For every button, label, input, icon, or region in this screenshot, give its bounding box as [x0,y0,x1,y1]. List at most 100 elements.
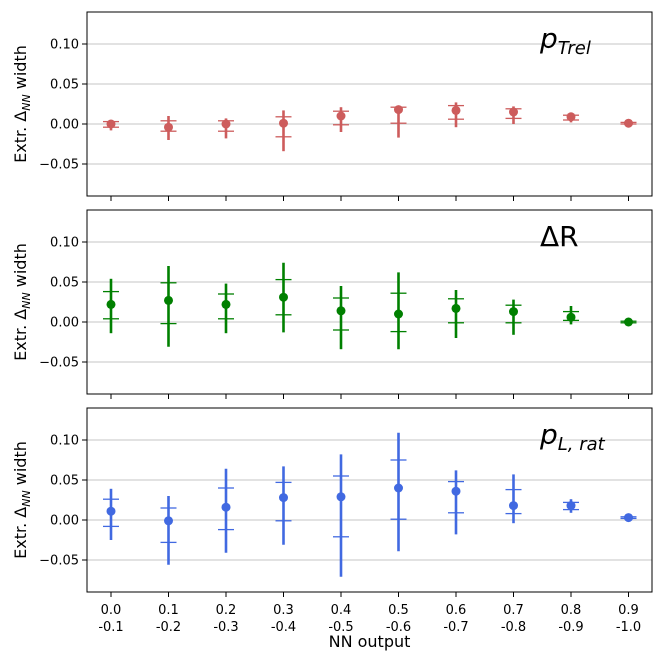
panel-frame [86,407,653,593]
data-point [509,107,518,117]
data-point [509,501,518,511]
x-tick-label-top: 0.9 [618,603,639,618]
data-point [336,492,346,502]
data-point-group [333,107,349,132]
annotation-sub: L, rat [558,434,606,455]
y-axis-label: Extr. ΔNN width [11,45,33,163]
x-tick-label-bottom: -1.0 [616,620,641,635]
data-point [164,122,173,132]
data-point-group [620,513,637,523]
data-point-group [390,432,407,552]
y-label-rest: width [11,441,30,490]
y-label-sub: NN [20,292,33,308]
y-tick-label: −0.05 [39,356,79,371]
data-point [279,292,288,302]
data-point-group [620,317,637,327]
data-point [279,118,288,128]
data-point-group [505,299,522,335]
x-tick-label-bottom: -0.9 [558,620,583,635]
panel-frame [86,209,653,395]
x-tick-label-top: 0.0 [101,603,122,618]
annotation-main: ΔR [540,220,579,253]
x-tick-label-bottom: -0.7 [443,620,468,635]
y-axis-label: Extr. ΔNN width [11,243,33,361]
y-label-sub: NN [20,94,33,110]
y-label-main: Extr. Δ [11,111,30,163]
y-tick-label: 0.00 [50,118,79,133]
data-point-group [218,283,234,334]
data-point [624,513,633,523]
y-tick-label: 0.05 [50,474,79,489]
data-point [106,506,116,516]
x-tick-label-top: 0.1 [158,603,179,618]
data-point-group [160,496,177,565]
x-tick-label-bottom: -0.2 [156,620,181,635]
x-tick-label-bottom: -0.4 [271,620,296,635]
panel-1: −0.05 0.00 0.05 0.10 pTrel Extr. ΔNN width [11,11,653,201]
data-point [394,309,403,319]
x-tick-label-bottom: -0.3 [213,620,238,635]
data-point-group [505,474,522,524]
panel-2: −0.05 0.00 0.05 0.10 ΔR Extr. ΔNN width [11,209,653,399]
data-point [164,516,173,526]
data-point [394,483,403,493]
y-tick-label: −0.05 [39,158,79,173]
x-tick-label-bottom: -0.6 [386,620,411,635]
data-point-group [275,466,292,545]
data-point-group [160,116,177,140]
panel-annotation: pL, rat [539,418,606,455]
panel-3: −0.05 0.00 0.05 0.10 pL, rat Extr. ΔNN width 0… [11,407,653,651]
x-tick-label-top: 0.7 [503,603,524,618]
data-point-group [448,470,464,535]
data-point [451,105,461,115]
data-point-group [160,266,177,347]
data-point-group [390,272,407,350]
y-tick-label: −0.05 [39,554,79,569]
y-axis-label: Extr. ΔNN width [11,441,33,559]
y-label-rest: width [11,45,30,94]
data-point-group [563,306,579,325]
data-point [336,111,346,121]
y-tick-label: 0.10 [50,38,79,53]
data-point-group [218,118,234,139]
data-point-group [103,278,119,334]
data-point [164,295,173,305]
data-point-group [620,118,637,128]
x-tick-label-top: 0.5 [388,603,409,618]
data-point [451,486,461,496]
annotation-sub: Trel [558,38,591,59]
data-point-group [103,119,119,131]
x-tick-label-top: 0.2 [216,603,237,618]
data-point-group [448,102,464,128]
data-point [624,118,633,128]
data-point [106,299,116,309]
y-tick-label: 0.00 [50,514,79,529]
data-point-group [333,286,349,350]
y-tick-label: 0.05 [50,78,79,93]
data-point [394,105,403,115]
data-point [451,303,461,313]
x-tick-label-bottom: -0.8 [501,620,526,635]
annotation-main: p [539,418,558,451]
x-tick-label-top: 0.4 [331,603,352,618]
x-tick-label-top: 0.3 [273,603,294,618]
data-point-group [448,290,464,338]
y-label-main: Extr. Δ [11,309,30,361]
y-tick-label: 0.00 [50,316,79,331]
data-point [336,306,346,316]
data-point-group [333,454,349,577]
data-point-group [275,262,292,333]
y-tick-label: 0.05 [50,276,79,291]
x-axis-label: NN output [329,632,411,651]
data-point [279,493,288,503]
panel-annotation: ΔR [540,220,579,253]
data-point-group [218,468,234,553]
data-point [566,112,576,122]
x-tick-label-bottom: -0.1 [98,620,123,635]
panel-frame [86,11,653,197]
data-point [221,119,231,129]
y-tick-label: 0.10 [50,434,79,449]
data-point-group [563,499,579,513]
panel-annotation: pTrel [539,22,591,59]
y-label-main: Extr. Δ [11,507,30,559]
